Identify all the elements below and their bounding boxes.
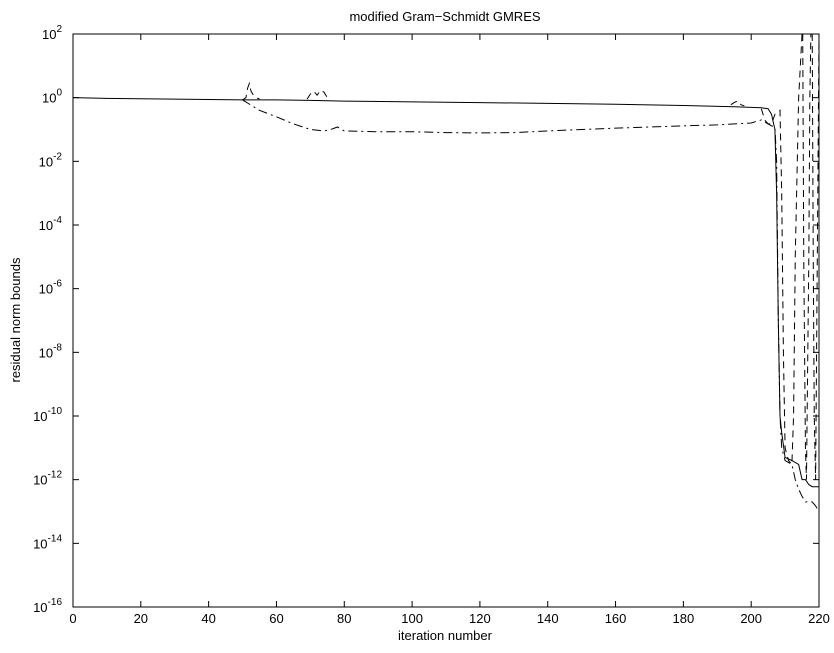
y-tick-label: 10-2 (39, 151, 63, 169)
series-dashed-line (802, 34, 812, 480)
x-tick-label: 100 (401, 611, 423, 626)
y-tick-exponent: -12 (48, 470, 63, 481)
x-tick-label: 0 (69, 611, 76, 626)
x-tick-label: 180 (673, 611, 695, 626)
x-tick-label: 220 (808, 611, 830, 626)
y-tick-base: 10 (39, 345, 53, 360)
y-tick-base: 10 (33, 473, 47, 488)
y-tick-label: 10-16 (33, 597, 62, 615)
y-tick-exponent: -14 (48, 533, 63, 544)
y-tick-base: 10 (33, 409, 47, 424)
x-tick-label: 40 (201, 611, 215, 626)
y-tick-exponent: -2 (53, 151, 62, 162)
x-tick-label: 20 (134, 611, 148, 626)
x-tick-label: 140 (537, 611, 559, 626)
axes: 0 20 40 60 80 100 120 140 160 180 200 22010-1610-14… (33, 24, 830, 626)
y-tick-label: 10-14 (33, 533, 62, 551)
series-dashed-line (730, 100, 745, 107)
chart-title: modified Gram−Schmidt GMRES (349, 9, 540, 24)
y-tick-base: 10 (39, 282, 53, 297)
x-tick-label: 80 (337, 611, 351, 626)
x-tick-label: 200 (740, 611, 762, 626)
y-tick-exponent: -10 (48, 406, 63, 417)
plot-frame (72, 33, 820, 608)
series-dashed-line (760, 34, 803, 466)
series-dashdot-line (242, 99, 819, 512)
series-dashed-line (306, 89, 328, 100)
series-solid-line (73, 97, 819, 488)
y-tick-exponent: 2 (56, 24, 62, 35)
x-tick-label: 120 (469, 611, 491, 626)
y-tick-exponent: -6 (53, 279, 62, 290)
y-tick-exponent: 0 (56, 88, 62, 99)
y-tick-exponent: -4 (53, 215, 62, 226)
y-tick-exponent: -8 (53, 342, 62, 353)
y-tick-label: 10-8 (39, 342, 63, 360)
y-tick-exponent: -16 (48, 597, 63, 608)
series-dashed-line (242, 81, 260, 101)
x-tick-label: 160 (605, 611, 627, 626)
y-tick-base: 10 (39, 154, 53, 169)
y-tick-base: 10 (39, 218, 53, 233)
y-tick-base: 10 (33, 600, 47, 615)
y-tick-base: 10 (42, 91, 56, 106)
y-axis-label: residual norm bounds (8, 257, 23, 383)
y-tick-label: 102 (42, 24, 62, 42)
x-axis-label: iteration number (398, 628, 493, 643)
y-tick-base: 10 (33, 536, 47, 551)
y-tick-label: 10-6 (39, 279, 63, 297)
y-tick-label: 100 (42, 88, 62, 106)
y-tick-label: 10-10 (33, 406, 62, 424)
y-tick-label: 10-12 (33, 470, 62, 488)
series-layer (73, 34, 819, 512)
y-tick-base: 10 (42, 27, 56, 42)
y-tick-label: 10-4 (39, 215, 63, 233)
series-dashed-line (811, 34, 819, 480)
x-tick-label: 60 (269, 611, 283, 626)
